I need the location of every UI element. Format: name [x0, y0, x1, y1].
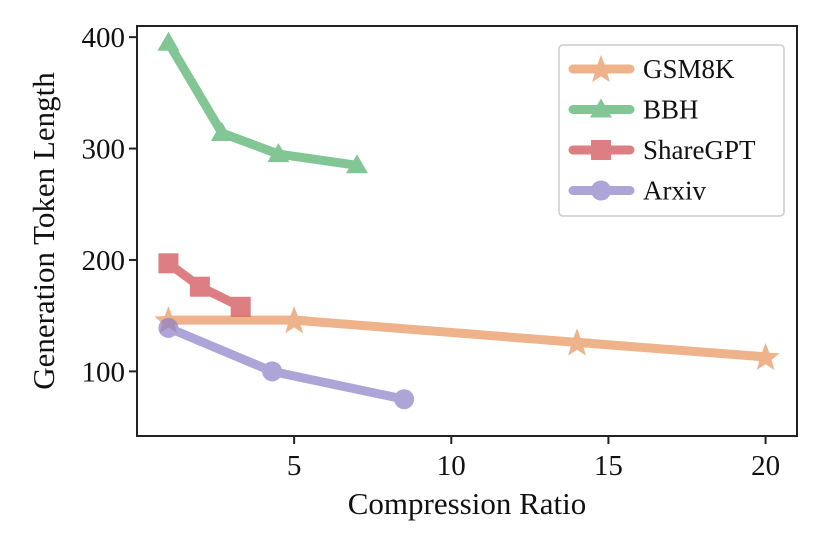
data-point-gsm8k [751, 342, 780, 370]
axis-layer: 5 10 15 20 100 200 300 400 [82, 22, 781, 482]
x-tick-label: 20 [751, 450, 780, 482]
legend-marker-sharegpt [591, 140, 611, 160]
legend-marker-bbh [590, 98, 612, 118]
data-point-arxiv [262, 361, 283, 382]
plot-frame [136, 25, 798, 437]
legend-marker-gsm8k [586, 55, 616, 83]
series-line-bbh [163, 38, 362, 170]
data-point-bbh [210, 121, 233, 141]
legend-swatch-gsm8k [568, 55, 635, 83]
x-axis-title: Compression Ratio [348, 486, 587, 521]
data-point-sharegpt [158, 253, 179, 274]
y-tick-label: 100 [82, 356, 126, 388]
data-point-sharegpt [230, 296, 251, 317]
legend-box [558, 44, 785, 217]
legend-marker-arxiv [591, 180, 611, 201]
x-tick-label: 10 [437, 450, 466, 482]
legend-label-arxiv: Arxiv [643, 176, 706, 206]
legend: GSM8K BBH ShareGPT Arxiv [558, 44, 785, 217]
data-point-arxiv [158, 317, 179, 338]
legend-label-bbh: BBH [643, 95, 699, 125]
legend-label-gsm8k: GSM8K [643, 54, 735, 84]
legend-swatch-sharegpt [568, 140, 635, 160]
y-axis-title: Generation Token Length [26, 72, 61, 390]
y-tick-label: 400 [82, 22, 126, 54]
legend-entry-bbh: BBH [568, 95, 699, 125]
x-tick-label: 15 [594, 450, 623, 482]
series-layer [154, 31, 780, 410]
y-tick-label: 200 [82, 245, 126, 277]
series-sharegpt [158, 253, 251, 317]
series-arxiv [158, 317, 415, 410]
data-point-gsm8k [562, 328, 592, 356]
legend-entry-sharegpt: ShareGPT [568, 135, 756, 165]
data-point-gsm8k [279, 306, 309, 334]
series-line-gsm8k [163, 315, 771, 362]
legend-swatch-arxiv [568, 180, 635, 201]
data-point-bbh [346, 154, 368, 174]
legend-entry-arxiv: Arxiv [568, 176, 706, 206]
data-point-bbh [267, 143, 290, 163]
data-point-arxiv [394, 389, 415, 410]
legend-swatch-bbh [568, 98, 635, 118]
series-line-arxiv [163, 323, 409, 404]
x-tick-label: 5 [287, 450, 302, 482]
series-bbh [157, 31, 368, 174]
legend-label-sharegpt: ShareGPT [643, 135, 756, 165]
legend-entry-gsm8k: GSM8K [568, 54, 735, 84]
data-point-bbh [157, 31, 180, 51]
data-point-sharegpt [189, 276, 210, 297]
y-tick-label: 300 [82, 134, 126, 166]
